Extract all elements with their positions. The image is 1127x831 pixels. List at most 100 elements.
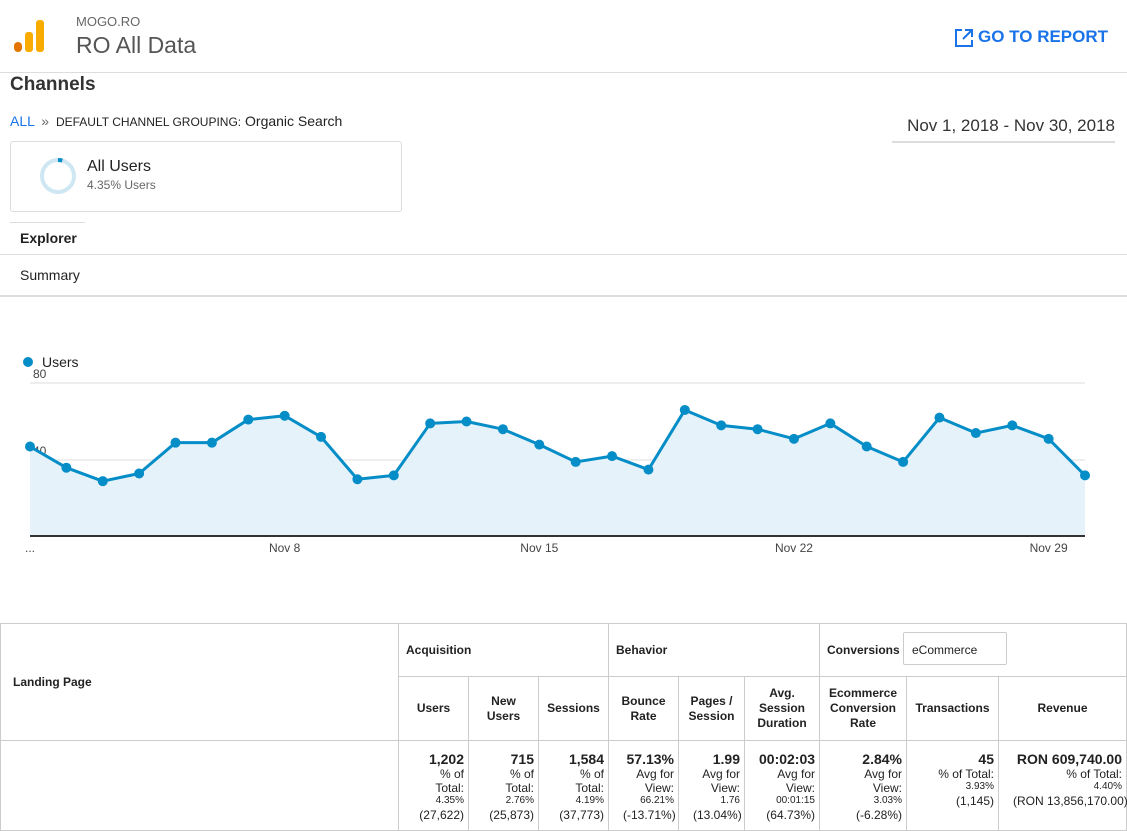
breadcrumb-root[interactable]: ALL (10, 113, 35, 129)
point (970, 428, 981, 439)
point (279, 410, 290, 421)
column-header[interactable]: Revenue (999, 677, 1127, 741)
go-to-report[interactable]: GO TO REPORT (978, 27, 1109, 46)
point (461, 416, 472, 427)
point (243, 414, 254, 425)
column-header[interactable]: Transactions (907, 677, 999, 741)
total-cell: 45% of Total: 3.93% (1,145) (907, 741, 999, 831)
column-header[interactable]: Bounce Rate (609, 677, 679, 741)
point (716, 420, 727, 431)
total-value: 45 (978, 751, 994, 767)
total-share: 3.93% (965, 781, 994, 792)
total-reference: (25,873) (489, 808, 534, 822)
total-value: 715 (510, 751, 534, 767)
total-basis: % of Total: (938, 767, 994, 781)
total-reference: (64.73%) (766, 808, 815, 822)
point (25, 441, 35, 452)
divider (0, 72, 1127, 73)
segment-name: All Users (87, 158, 152, 175)
divider (0, 254, 1127, 255)
point (1043, 433, 1054, 444)
x-tick-label: Nov 15 (520, 541, 558, 555)
point (134, 468, 145, 479)
point (679, 404, 690, 415)
point (643, 464, 654, 475)
total-cell: 00:02:03 Avg for View: 00:01:15 (64.73%) (745, 741, 820, 831)
x-tick-label: Nov 29 (1030, 541, 1068, 555)
dimension-total (0, 741, 399, 831)
dimension-header: Landing Page (0, 623, 399, 741)
total-share: 3.03% (873, 795, 902, 806)
point (752, 424, 763, 435)
total-basis: Avg for View: (864, 767, 902, 795)
point (570, 456, 581, 467)
total-value: 1,584 (568, 751, 604, 767)
area (30, 409, 1085, 537)
segment-detail: 4.35% Users (87, 178, 156, 192)
total-basis: % of Total: (435, 767, 464, 795)
point (61, 462, 72, 473)
x-tick-label: Nov 22 (775, 541, 813, 555)
line (29, 408, 1087, 483)
external-link-icon[interactable] (953, 27, 975, 49)
point (170, 437, 181, 448)
total-share: 00:01:15 (776, 795, 815, 806)
total-cell: 1,202% of Total: 4.35% (27,622) (399, 741, 469, 831)
total-cell: RON 609,740.00% of Total: 4.40% (RON 13,85… (999, 741, 1127, 831)
segment-card[interactable]: All Users 4.35% Users (10, 141, 402, 212)
total-basis: % of Total: (575, 767, 604, 795)
point (788, 433, 799, 444)
total-value: 1.99 (712, 751, 740, 767)
column-header[interactable]: Users (399, 677, 469, 741)
total-share: 4.35% (435, 795, 464, 806)
total-cell: 2.84% Avg for View: 3.03% (-6.28%) (820, 741, 907, 831)
logo (14, 20, 44, 52)
total-value: 00:02:03 (759, 751, 816, 767)
point (934, 412, 945, 423)
table-border (0, 623, 1127, 624)
point (534, 439, 545, 450)
total-reference: (-13.71%) (623, 808, 676, 822)
point (206, 437, 217, 448)
column-header[interactable]: Pages / Session (679, 677, 745, 741)
tab-summary[interactable]: Summary (20, 267, 80, 283)
total-cell: 1.99 Avg for View: 1.76 (13.04%) (679, 741, 745, 831)
breadcrumb: ALL » DEFAULT CHANNEL GROUPING: Organic … (10, 113, 342, 129)
breadcrumb-dimension: DEFAULT CHANNEL GROUPING: (55, 115, 242, 129)
point (861, 441, 872, 452)
total-value: RON 609,740.00 (1016, 751, 1122, 767)
total-value: 57.13% (626, 751, 674, 767)
column-header[interactable]: New Users (469, 677, 539, 741)
point (388, 470, 399, 481)
total-value: 2.84% (862, 751, 902, 767)
point (425, 418, 436, 429)
breadcrumb-value: Organic Search (245, 113, 343, 129)
date-range[interactable]: Nov 1, 2018 - Nov 30, 2018 (892, 116, 1115, 143)
column-header[interactable]: Ecommerce Conversion Rate (820, 677, 907, 741)
breadcrumb-separator: » (41, 113, 50, 129)
point (97, 476, 108, 487)
point (825, 418, 836, 429)
column-header[interactable]: Sessions (539, 677, 609, 741)
total-basis: % of Total: (1066, 767, 1122, 781)
tab-box (10, 222, 85, 255)
total-basis: % of Total: (505, 767, 534, 795)
total-cell: 57.13% Avg for View: 66.21% (-13.71%) (609, 741, 679, 831)
total-basis: Avg for View: (702, 767, 740, 795)
group-header: Behavior (609, 623, 820, 677)
tab-explorer[interactable]: Explorer (20, 230, 77, 246)
point (898, 456, 909, 467)
total-basis: Avg for View: (777, 767, 815, 795)
total-share: 4.19% (575, 795, 604, 806)
total-reference: (13.04%) (693, 808, 742, 822)
column-header[interactable]: Avg. Session Duration (745, 677, 820, 741)
group-header: Acquisition (399, 623, 609, 677)
view-name: RO All Data (76, 32, 197, 58)
report-title: Channels (10, 74, 96, 95)
total-cell: 1,584% of Total: 4.19% (37,773) (539, 741, 609, 831)
site-name: MOGO.RO (76, 14, 141, 29)
legend-label: Users (42, 354, 79, 370)
conversion-selector[interactable]: eCommerce (903, 632, 1007, 665)
